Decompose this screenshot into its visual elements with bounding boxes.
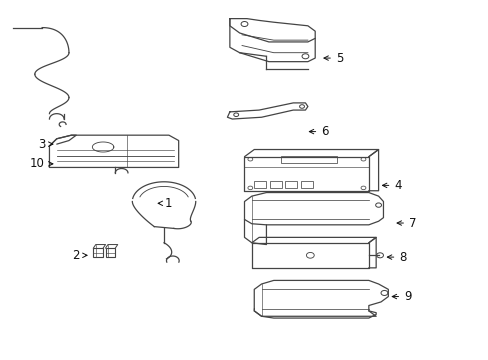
Text: 6: 6 bbox=[309, 125, 328, 138]
Text: 5: 5 bbox=[323, 51, 343, 64]
Text: 7: 7 bbox=[396, 216, 416, 230]
Text: 2: 2 bbox=[72, 249, 87, 262]
Bar bbox=[254, 181, 265, 188]
Text: 3: 3 bbox=[39, 138, 53, 150]
Text: 4: 4 bbox=[382, 179, 401, 192]
Text: 1: 1 bbox=[158, 197, 172, 210]
Bar bbox=[285, 181, 297, 188]
Bar bbox=[93, 248, 103, 257]
Text: 10: 10 bbox=[30, 157, 53, 170]
Bar bbox=[105, 248, 115, 257]
Bar bbox=[281, 156, 336, 163]
Text: 9: 9 bbox=[391, 290, 411, 303]
Bar bbox=[269, 181, 281, 188]
Text: 8: 8 bbox=[386, 251, 406, 264]
Bar bbox=[301, 181, 312, 188]
